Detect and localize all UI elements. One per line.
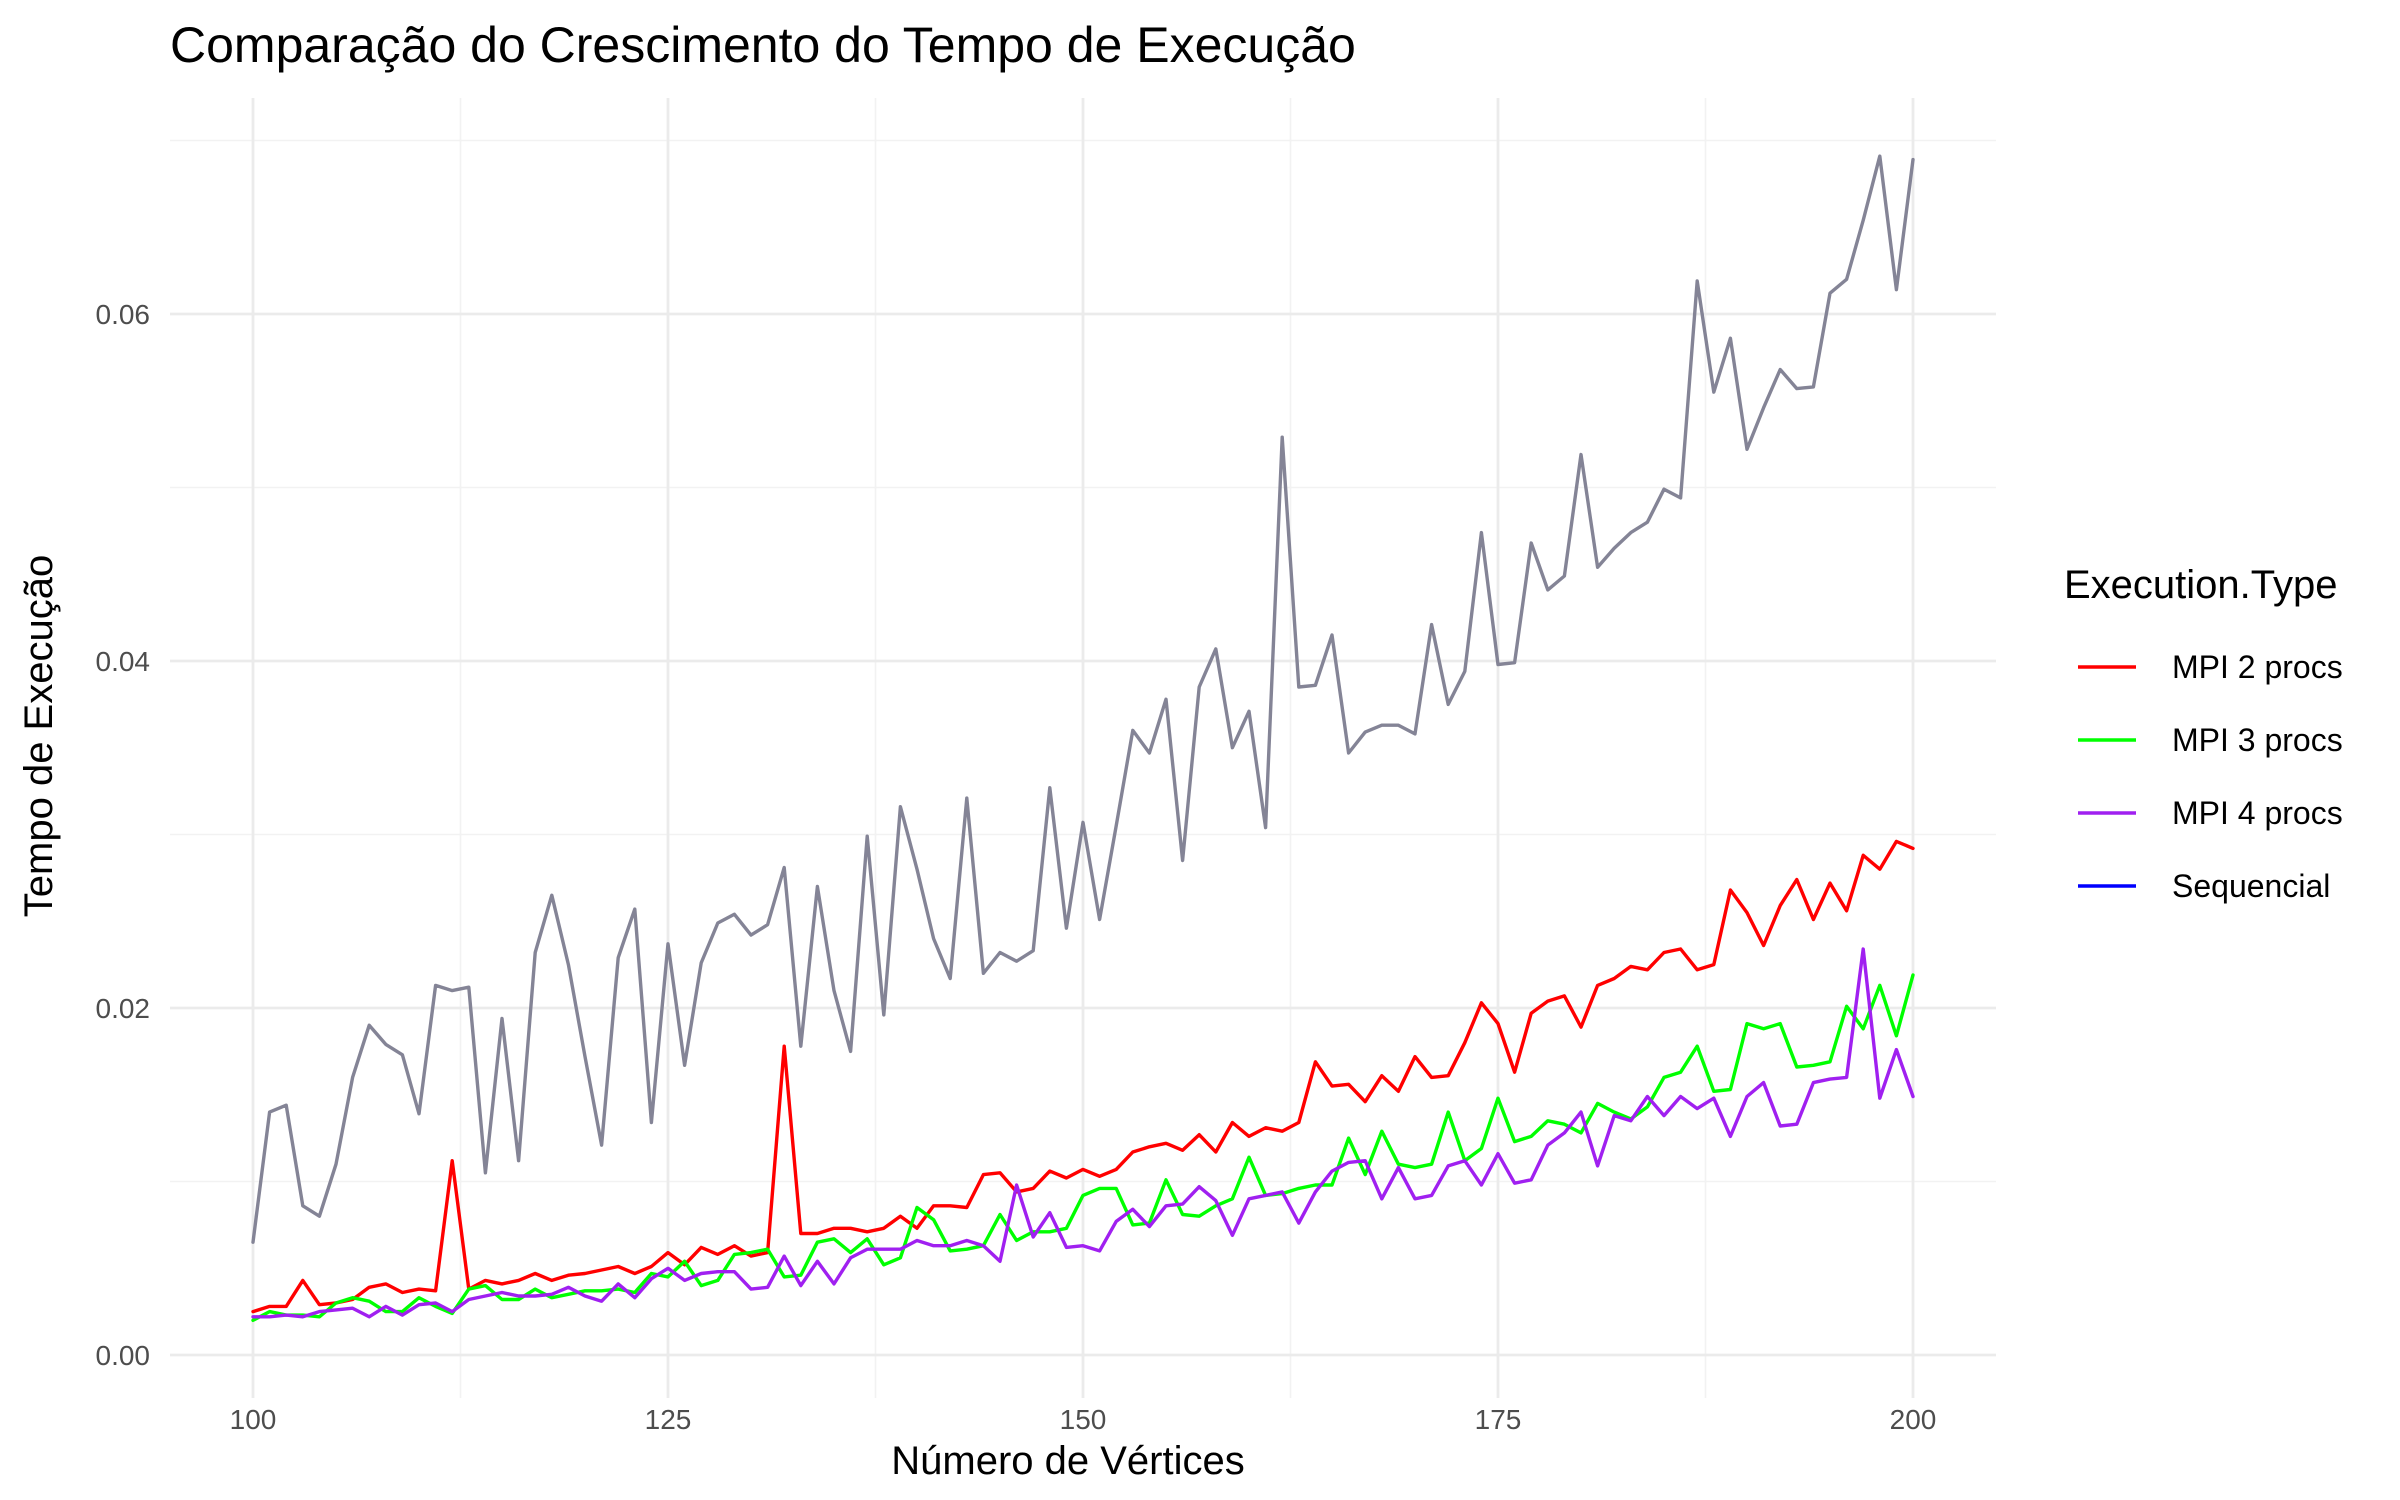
series-line-mpi-4-procs (251, 947, 1915, 1319)
chart-title: Comparação do Crescimento do Tempo de Ex… (170, 17, 1356, 73)
series-layer (251, 154, 1915, 1323)
x-axis-title: Número de Vértices (891, 1439, 1244, 1483)
series-line-mpi-2-procs (251, 839, 1915, 1314)
y-tick-label: 0.04 (96, 646, 151, 677)
legend-title: Execution.Type (2064, 563, 2338, 607)
legend-items: MPI 2 procs MPI 3 procs MPI 4 procs Sequenc… (2078, 649, 2343, 904)
x-tick-label: 125 (645, 1404, 692, 1435)
x-tick-label: 175 (1475, 1404, 1522, 1435)
x-tick-label: 200 (1890, 1404, 1937, 1435)
legend-label-mpi-3-procs: MPI 3 procs (2172, 722, 2343, 758)
axes: 100 125 150 175 200 0.00 0.02 0.04 0.06 (96, 299, 1937, 1435)
x-tick-label: 150 (1060, 1404, 1107, 1435)
legend-label-sequencial: Sequencial (2172, 868, 2330, 904)
grid (170, 98, 1996, 1398)
y-tick-label: 0.06 (96, 299, 151, 330)
y-tick-label: 0.00 (96, 1340, 151, 1371)
y-axis-title: Tempo de Execução (17, 555, 61, 917)
series-line-sequencial (251, 154, 1915, 1244)
y-tick-label: 0.02 (96, 993, 151, 1024)
x-tick-label: 100 (230, 1404, 277, 1435)
legend-label-mpi-2-procs: MPI 2 procs (2172, 649, 2343, 685)
legend-label-mpi-4-procs: MPI 4 procs (2172, 795, 2343, 831)
